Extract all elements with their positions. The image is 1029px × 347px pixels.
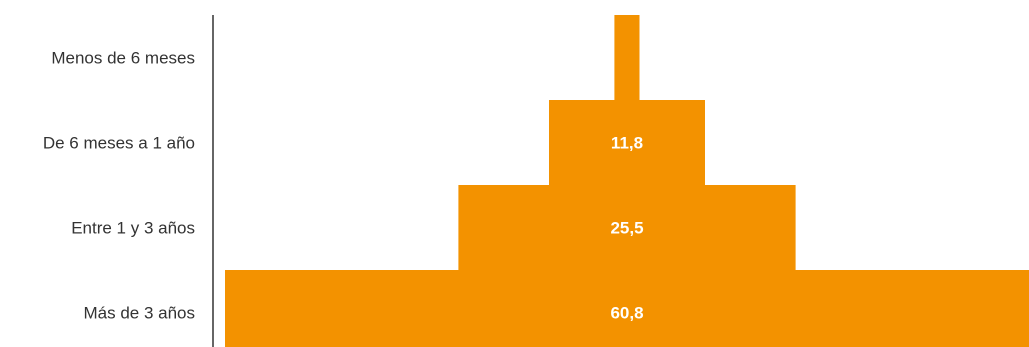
value-label-1: 11,8 [611,134,643,153]
category-labels: Menos de 6 meses De 6 meses a 1 año Entre … [43,49,195,323]
bar-2 [458,185,796,271]
value-labels: 11,8 25,5 60,8 [610,134,643,323]
category-label-1: De 6 meses a 1 año [43,134,195,153]
bar-1 [549,100,705,186]
bar-0 [614,15,640,101]
value-label-2: 25,5 [610,219,643,238]
category-label-3: Más de 3 años [83,304,195,323]
category-label-0: Menos de 6 meses [51,49,195,68]
category-label-2: Entre 1 y 3 años [71,219,195,238]
value-label-3: 60,8 [610,304,643,323]
bars-layer [225,15,1029,347]
bar-3 [225,270,1029,347]
